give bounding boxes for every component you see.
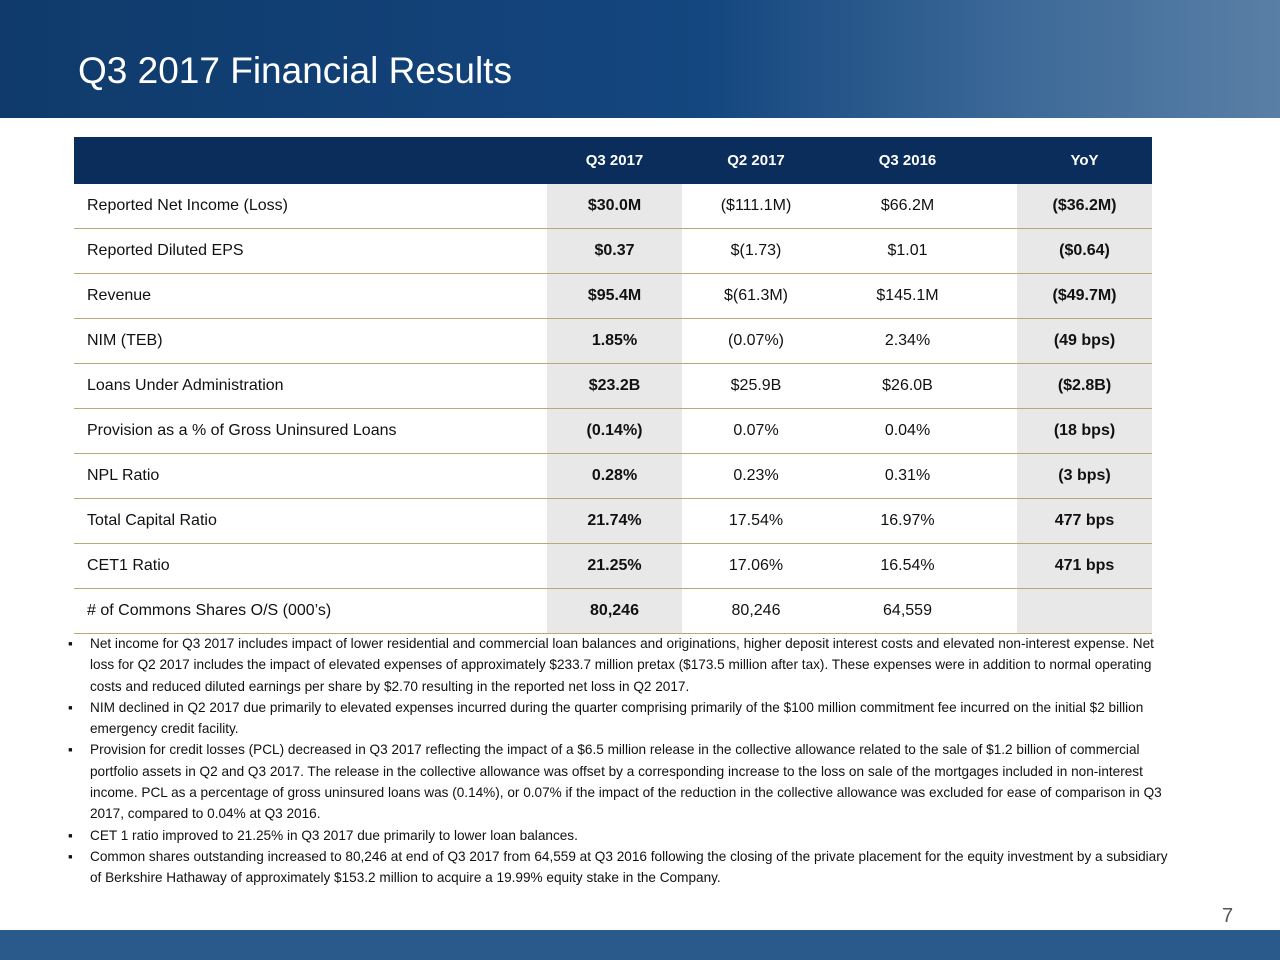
spacer [985, 363, 1017, 409]
cell: 80,246 [547, 588, 682, 634]
cell: 21.25% [547, 543, 682, 589]
cell: 16.54% [830, 543, 985, 589]
table-row: Loans Under Administration $23.2B $25.9B $2… [74, 363, 1152, 409]
spacer [985, 228, 1017, 274]
cell: 0.28% [547, 453, 682, 499]
cell: 16.97% [830, 498, 985, 544]
spacer [985, 137, 1017, 184]
row-label: Loans Under Administration [74, 363, 547, 409]
cell: $1.01 [830, 228, 985, 274]
column-header: Q3 2017 [547, 137, 682, 184]
cell: 0.31% [830, 453, 985, 499]
cell: (0.14%) [547, 408, 682, 454]
cell: $0.37 [547, 228, 682, 274]
bullet: Common shares outstanding increased to 8… [68, 846, 1168, 889]
spacer [985, 588, 1017, 634]
spacer [985, 543, 1017, 589]
cell: $66.2M [830, 184, 985, 229]
cell [1017, 588, 1152, 634]
row-label: NPL Ratio [74, 453, 547, 499]
cell: 0.04% [830, 408, 985, 454]
cell: $(1.73) [682, 228, 830, 274]
spacer [985, 453, 1017, 499]
bullet: Provision for credit losses (PCL) decrea… [68, 739, 1168, 824]
cell: $26.0B [830, 363, 985, 409]
table-row: Reported Net Income (Loss) $30.0M ($111.1M… [74, 184, 1152, 229]
row-label: Total Capital Ratio [74, 498, 547, 544]
page-number: 7 [1222, 905, 1234, 927]
row-label: Reported Net Income (Loss) [74, 184, 547, 229]
table-row: CET1 Ratio 21.25% 17.06% 16.54% 471 bps [74, 543, 1152, 589]
bullet: Net income for Q3 2017 includes impact o… [68, 633, 1168, 697]
cell: ($111.1M) [682, 184, 830, 229]
spacer [985, 273, 1017, 319]
column-header: YoY [1017, 137, 1152, 184]
table-row: Total Capital Ratio 21.74% 17.54% 16.97% 477… [74, 498, 1152, 544]
cell: $23.2B [547, 363, 682, 409]
cell: $95.4M [547, 273, 682, 319]
cell: 17.06% [682, 543, 830, 589]
row-label: Revenue [74, 273, 547, 319]
footer-band [0, 930, 1280, 960]
row-label: # of Commons Shares O/S (000’s) [74, 588, 547, 634]
row-label: Reported Diluted EPS [74, 228, 547, 274]
cell: 0.07% [682, 408, 830, 454]
notes: Net income for Q3 2017 includes impact o… [68, 633, 1168, 889]
table-row: NPL Ratio 0.28% 0.23% 0.31% (3 bps) [74, 453, 1152, 499]
cell: (0.07%) [682, 318, 830, 364]
cell: $25.9B [682, 363, 830, 409]
cell: $30.0M [547, 184, 682, 229]
cell: ($36.2M) [1017, 184, 1152, 229]
slide-title: Q3 2017 Financial Results [78, 50, 512, 91]
table-row: Revenue $95.4M $(61.3M) $145.1M ($49.7M) [74, 273, 1152, 319]
row-label: Provision as a % of Gross Uninsured Loan… [74, 408, 547, 454]
cell: 64,559 [830, 588, 985, 634]
bullet: CET 1 ratio improved to 21.25% in Q3 201… [68, 825, 1168, 847]
cell: 0.23% [682, 453, 830, 499]
cell: 471 bps [1017, 543, 1152, 589]
cell: ($2.8B) [1017, 363, 1152, 409]
table-row: Reported Diluted EPS $0.37 $(1.73) $1.01 ($0… [74, 228, 1152, 274]
cell: 2.34% [830, 318, 985, 364]
cell: $145.1M [830, 273, 985, 319]
column-header: Q3 2016 [830, 137, 985, 184]
cell: 21.74% [547, 498, 682, 544]
spacer [985, 184, 1017, 229]
cell: 477 bps [1017, 498, 1152, 544]
row-label: CET1 Ratio [74, 543, 547, 589]
cell: (49 bps) [1017, 318, 1152, 364]
cell: 17.54% [682, 498, 830, 544]
cell: ($49.7M) [1017, 273, 1152, 319]
results-table: Q3 2017 Q2 2017 Q3 2016 YoY Reported Net In… [74, 137, 1152, 634]
table-row: Provision as a % of Gross Uninsured Loan… [74, 408, 1152, 454]
header-band [0, 0, 1280, 118]
spacer [985, 498, 1017, 544]
bullet: NIM declined in Q2 2017 due primarily to… [68, 697, 1168, 740]
spacer [985, 408, 1017, 454]
column-header: Q2 2017 [682, 137, 830, 184]
table-row: # of Commons Shares O/S (000’s) 80,246 80,… [74, 588, 1152, 634]
cell: 1.85% [547, 318, 682, 364]
table-row: NIM (TEB) 1.85% (0.07%) 2.34% (49 bps) [74, 318, 1152, 364]
cell: ($0.64) [1017, 228, 1152, 274]
header-row: Q3 2017 Q2 2017 Q3 2016 YoY [74, 137, 1152, 184]
spacer [985, 318, 1017, 364]
cell: (18 bps) [1017, 408, 1152, 454]
cell: (3 bps) [1017, 453, 1152, 499]
cell: $(61.3M) [682, 273, 830, 319]
cell: 80,246 [682, 588, 830, 634]
row-label: NIM (TEB) [74, 318, 547, 364]
